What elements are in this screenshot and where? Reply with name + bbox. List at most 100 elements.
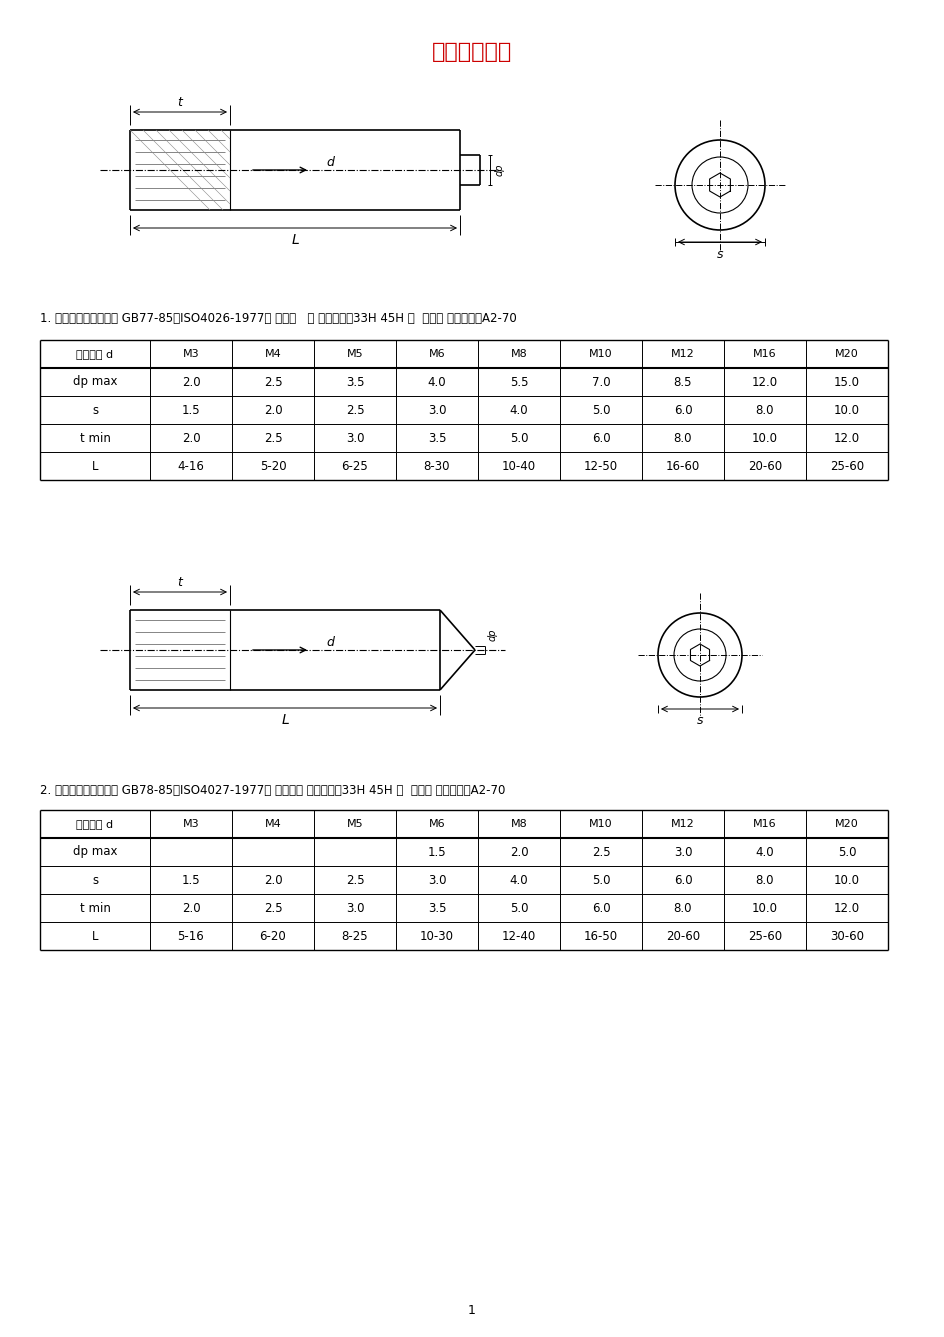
Text: dp max: dp max [73, 376, 117, 389]
Text: 3.5: 3.5 [428, 432, 446, 444]
Text: 3.0: 3.0 [346, 901, 363, 915]
Text: 10.0: 10.0 [834, 873, 859, 886]
Text: 2. 内六角锥端紧定螺钉 GB78-85（ISO4027-1977） 材料：钢 机械性能：33H 45H ；  不锈钢 机械性能：A2-70: 2. 内六角锥端紧定螺钉 GB78-85（ISO4027-1977） 材料：钢 … [40, 783, 505, 797]
Text: 5-20: 5-20 [260, 460, 286, 472]
Text: 4-16: 4-16 [177, 460, 204, 472]
Text: L: L [291, 233, 298, 247]
Text: 12.0: 12.0 [833, 432, 859, 444]
Text: 4.0: 4.0 [755, 845, 773, 858]
Text: 2.0: 2.0 [263, 873, 282, 886]
Text: 2.0: 2.0 [263, 404, 282, 417]
Text: M10: M10 [588, 820, 612, 829]
Text: 2.5: 2.5 [263, 376, 282, 389]
Text: 16-60: 16-60 [666, 460, 700, 472]
Text: 6.0: 6.0 [591, 901, 610, 915]
Text: 6-25: 6-25 [342, 460, 368, 472]
Text: 12-40: 12-40 [501, 929, 535, 943]
Text: 3.0: 3.0 [346, 432, 363, 444]
Text: 3.0: 3.0 [428, 404, 446, 417]
Text: 20-60: 20-60 [747, 460, 782, 472]
Text: d: d [326, 635, 333, 648]
Text: dp: dp [495, 163, 504, 176]
Text: 10.0: 10.0 [751, 432, 777, 444]
Text: M8: M8 [510, 820, 527, 829]
Text: 螺纹规格 d: 螺纹规格 d [76, 349, 113, 360]
Text: 6-20: 6-20 [260, 929, 286, 943]
Text: 16-50: 16-50 [583, 929, 617, 943]
Text: 5.0: 5.0 [591, 404, 610, 417]
Text: 2.5: 2.5 [591, 845, 610, 858]
Text: M4: M4 [264, 349, 281, 360]
Text: 6.0: 6.0 [673, 404, 692, 417]
Text: M6: M6 [429, 820, 445, 829]
Text: s: s [716, 247, 722, 261]
Text: 3.5: 3.5 [346, 376, 363, 389]
Text: t min: t min [79, 901, 110, 915]
Text: M8: M8 [510, 349, 527, 360]
Text: 3.5: 3.5 [428, 901, 446, 915]
Text: 10-30: 10-30 [419, 929, 453, 943]
Text: M3: M3 [182, 820, 199, 829]
Text: 8-25: 8-25 [342, 929, 368, 943]
Text: t min: t min [79, 432, 110, 444]
Text: s: s [92, 404, 98, 417]
Text: 12.0: 12.0 [751, 376, 777, 389]
Text: M16: M16 [752, 349, 776, 360]
Text: 2.5: 2.5 [346, 404, 364, 417]
Text: 2.5: 2.5 [263, 432, 282, 444]
Text: L: L [280, 713, 289, 727]
Text: 1: 1 [467, 1304, 476, 1317]
Text: dp: dp [487, 628, 497, 642]
Text: 8.5: 8.5 [673, 376, 692, 389]
Text: t: t [177, 575, 182, 588]
Text: 10-40: 10-40 [501, 460, 535, 472]
Text: M5: M5 [346, 349, 362, 360]
Text: dp max: dp max [73, 845, 117, 858]
Text: 10.0: 10.0 [751, 901, 777, 915]
Text: 8-30: 8-30 [423, 460, 449, 472]
Text: M20: M20 [834, 820, 858, 829]
Text: L: L [92, 460, 98, 472]
Text: 7.0: 7.0 [591, 376, 610, 389]
Text: 2.5: 2.5 [263, 901, 282, 915]
Text: 4.0: 4.0 [428, 376, 446, 389]
Text: 2.0: 2.0 [181, 901, 200, 915]
Text: M16: M16 [752, 820, 776, 829]
Text: 12-50: 12-50 [583, 460, 617, 472]
Text: 12.0: 12.0 [833, 901, 859, 915]
Text: 6.0: 6.0 [591, 432, 610, 444]
Text: 5.0: 5.0 [591, 873, 610, 886]
Text: 10.0: 10.0 [834, 404, 859, 417]
Text: 4.0: 4.0 [509, 873, 528, 886]
Text: M6: M6 [429, 349, 445, 360]
Text: 5.0: 5.0 [509, 432, 528, 444]
Text: 1.5: 1.5 [181, 404, 200, 417]
Text: 30-60: 30-60 [829, 929, 863, 943]
Text: s: s [696, 714, 702, 727]
Text: 2.0: 2.0 [181, 376, 200, 389]
Text: 3.0: 3.0 [673, 845, 692, 858]
Text: d: d [326, 155, 333, 168]
Text: M12: M12 [670, 820, 694, 829]
Text: 6.0: 6.0 [673, 873, 692, 886]
Text: 2.0: 2.0 [509, 845, 528, 858]
Text: M5: M5 [346, 820, 362, 829]
Text: M12: M12 [670, 349, 694, 360]
Text: 螺钉国标图示: 螺钉国标图示 [431, 41, 512, 62]
Text: 5.0: 5.0 [509, 901, 528, 915]
Text: M3: M3 [182, 349, 199, 360]
Text: 20-60: 20-60 [666, 929, 700, 943]
Text: M10: M10 [588, 349, 612, 360]
Text: 5.5: 5.5 [509, 376, 528, 389]
Text: t: t [177, 95, 182, 108]
Text: 8.0: 8.0 [755, 404, 773, 417]
Text: 1. 内六角平端紧定螺钉 GB77-85（ISO4026-1977） 材料：   钢 机械性能：33H 45H ；  不锈钢 机械性能：A2-70: 1. 内六角平端紧定螺钉 GB77-85（ISO4026-1977） 材料： 钢… [40, 312, 516, 325]
Text: M4: M4 [264, 820, 281, 829]
Text: L: L [92, 929, 98, 943]
Text: M20: M20 [834, 349, 858, 360]
Text: s: s [92, 873, 98, 886]
Text: 螺纹规格 d: 螺纹规格 d [76, 820, 113, 829]
Text: 1.5: 1.5 [428, 845, 446, 858]
Text: 15.0: 15.0 [834, 376, 859, 389]
Text: 8.0: 8.0 [673, 901, 692, 915]
